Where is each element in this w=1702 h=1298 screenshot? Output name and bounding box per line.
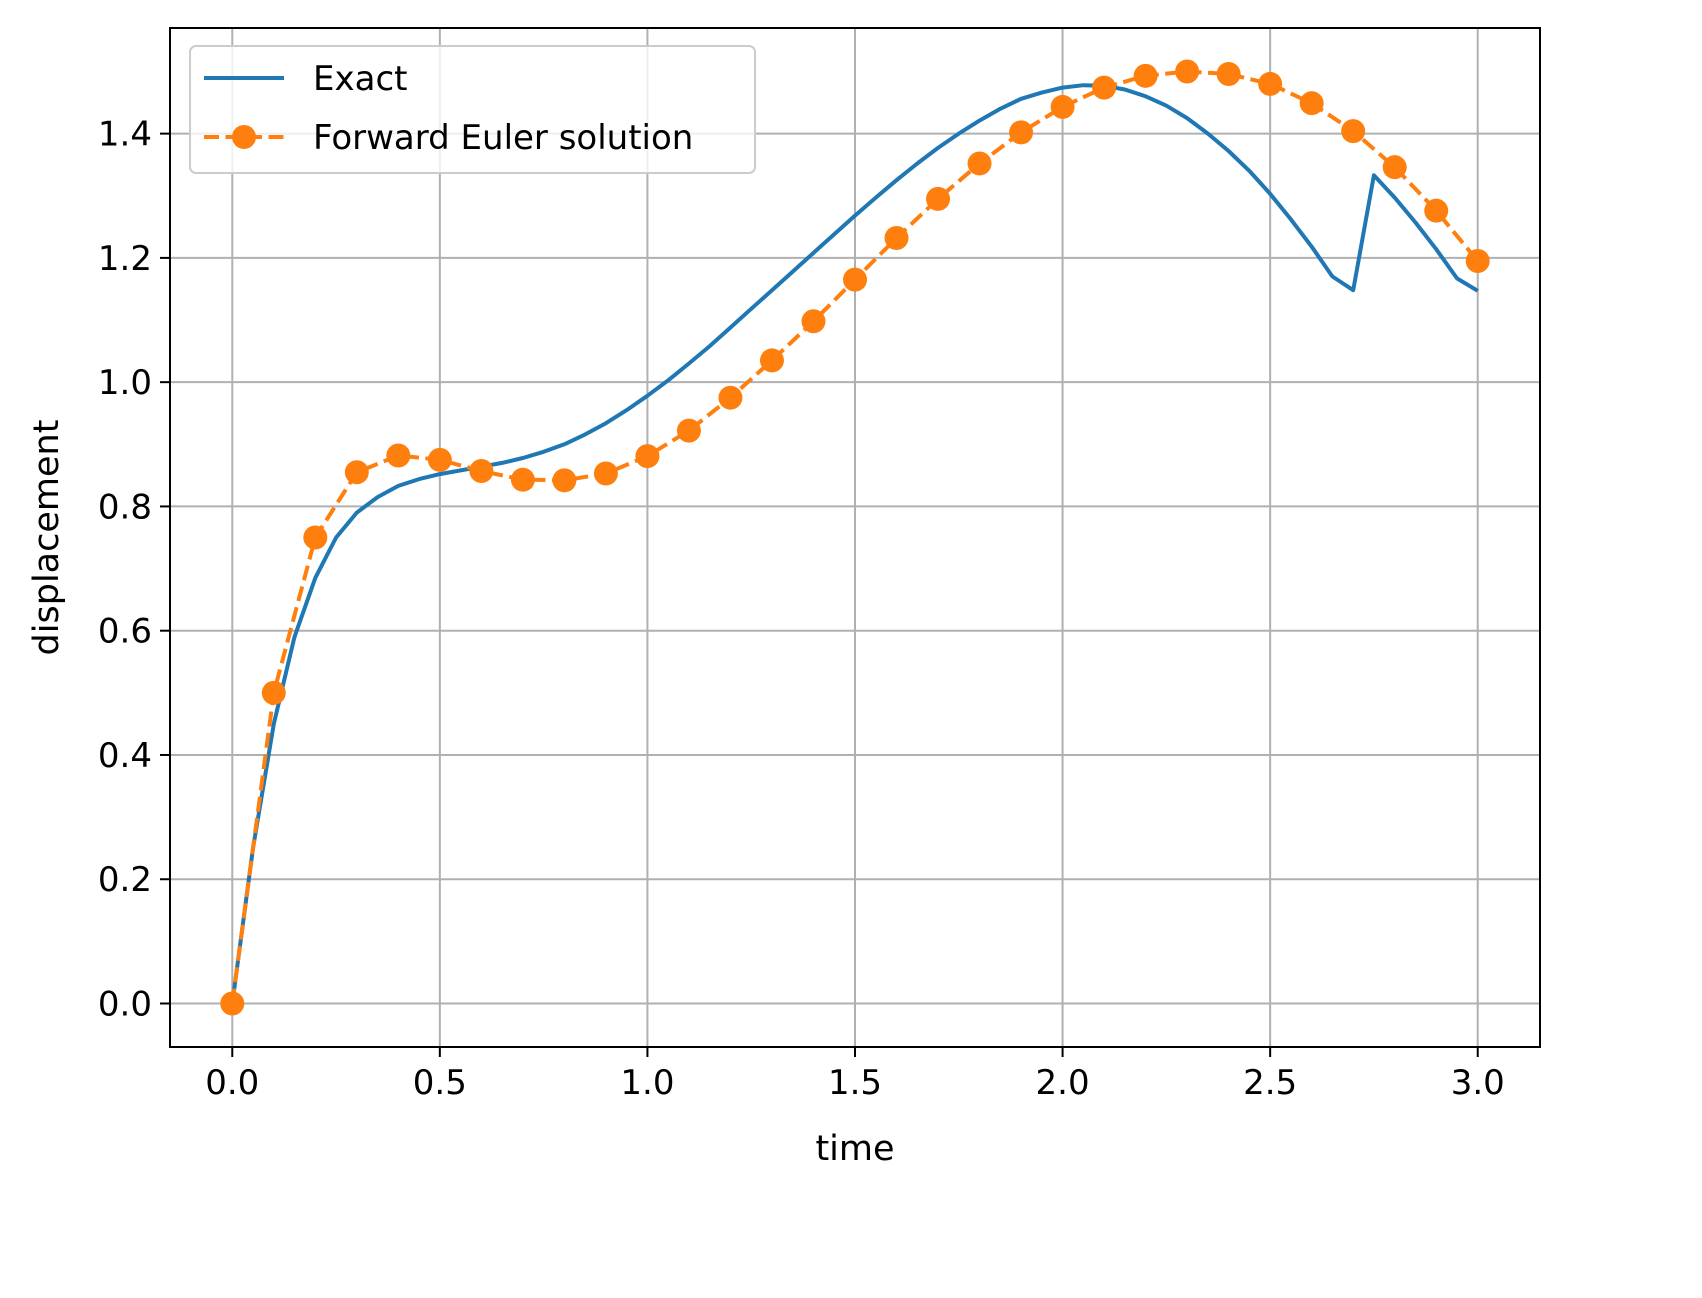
series-layer	[220, 59, 1490, 1016]
data-point-forward-euler	[469, 459, 494, 484]
grid	[170, 28, 1540, 1047]
ticks: 0.0 0.5 1.0 1.5 2.0 2.5 3.0 0.0 0.2 0.4 0.6 0.8 1.0 1…	[98, 115, 1505, 1103]
data-point-forward-euler	[552, 468, 577, 493]
data-point-forward-euler	[1050, 94, 1075, 119]
legend-box	[189, 45, 756, 174]
data-point-forward-euler	[1133, 63, 1158, 88]
data-point-forward-euler	[1465, 249, 1490, 274]
data-point-forward-euler	[1299, 91, 1324, 116]
data-point-forward-euler	[884, 226, 909, 251]
y-tick-label: 0.6	[98, 612, 152, 652]
data-point-forward-euler	[303, 525, 328, 550]
y-tick-label: 1.2	[98, 239, 152, 279]
data-point-forward-euler	[843, 267, 867, 292]
data-point-forward-euler	[718, 385, 743, 410]
y-axis-label: displacement	[27, 420, 67, 656]
x-tick-label: 1.5	[828, 1063, 882, 1103]
data-point-forward-euler	[926, 186, 951, 211]
data-point-forward-euler	[1175, 59, 1200, 84]
y-tick-label: 0.0	[98, 985, 152, 1025]
legend-label-exact: Exact	[313, 59, 407, 99]
data-point-forward-euler	[801, 309, 826, 334]
x-tick-label: 1.0	[620, 1063, 674, 1103]
legend-label-forward-euler: Forward Euler solution	[313, 118, 693, 158]
y-tick-label: 1.4	[98, 115, 152, 155]
data-point-forward-euler	[261, 680, 286, 705]
data-point-forward-euler	[593, 461, 618, 486]
data-point-forward-euler	[1009, 120, 1034, 145]
x-tick-label: 0.5	[413, 1063, 467, 1103]
y-tick-label: 0.4	[98, 736, 152, 776]
data-point-forward-euler	[427, 447, 452, 472]
data-point-forward-euler	[759, 348, 784, 373]
data-point-forward-euler	[344, 460, 369, 485]
data-point-forward-euler	[1216, 61, 1241, 86]
x-tick-label: 0.0	[205, 1063, 259, 1103]
legend: Exact Forward Euler solution	[189, 45, 756, 174]
data-point-forward-euler	[1092, 75, 1117, 100]
x-tick-label: 2.5	[1243, 1063, 1297, 1103]
data-point-forward-euler	[1382, 155, 1407, 180]
x-tick-label: 3.0	[1451, 1063, 1505, 1103]
data-point-forward-euler	[967, 151, 992, 176]
series-line-exact	[230, 83, 1479, 1004]
data-point-forward-euler	[220, 991, 245, 1016]
data-point-forward-euler	[386, 443, 411, 468]
y-tick-label: 1.0	[98, 363, 152, 403]
data-point-forward-euler	[1341, 119, 1366, 144]
y-tick-label: 0.2	[98, 860, 152, 900]
data-point-forward-euler	[510, 467, 535, 492]
x-tick-label: 2.0	[1036, 1063, 1090, 1103]
y-tick-label: 0.8	[98, 487, 152, 527]
data-point-forward-euler	[676, 418, 701, 443]
data-point-forward-euler	[635, 444, 660, 469]
data-point-forward-euler	[1424, 198, 1449, 223]
x-axis-label: time	[815, 1129, 894, 1169]
data-point-forward-euler	[1258, 71, 1283, 96]
legend-marker-forward-euler	[232, 125, 256, 149]
